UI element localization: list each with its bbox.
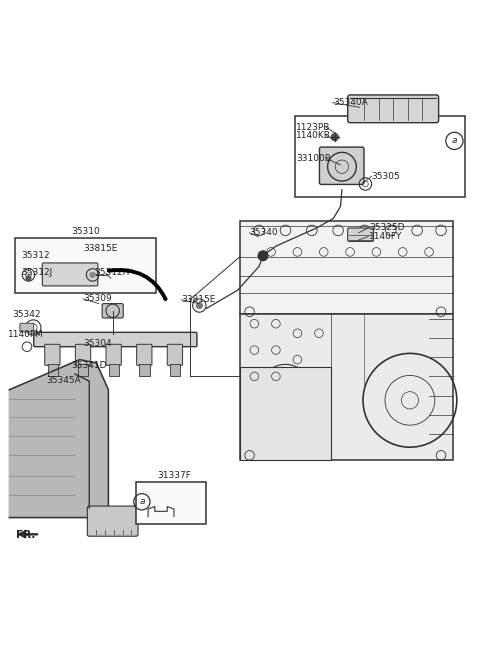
Text: 35345A: 35345A	[46, 376, 81, 385]
Text: 1140FY: 1140FY	[369, 232, 403, 241]
Text: 35305: 35305	[372, 171, 400, 181]
Text: 35309: 35309	[83, 294, 112, 304]
FancyBboxPatch shape	[48, 365, 58, 376]
Circle shape	[196, 302, 203, 309]
Text: 35312J: 35312J	[21, 267, 52, 277]
FancyBboxPatch shape	[106, 344, 121, 365]
Text: 35340: 35340	[250, 228, 278, 237]
Text: 35310: 35310	[72, 227, 100, 237]
FancyBboxPatch shape	[240, 221, 453, 314]
FancyBboxPatch shape	[136, 482, 206, 524]
FancyArrowPatch shape	[109, 270, 166, 299]
Text: 1140FM: 1140FM	[8, 330, 44, 339]
Text: a: a	[139, 497, 144, 507]
FancyBboxPatch shape	[320, 147, 364, 185]
FancyBboxPatch shape	[34, 332, 197, 347]
FancyBboxPatch shape	[167, 344, 182, 365]
Text: 35340A: 35340A	[333, 98, 368, 107]
FancyBboxPatch shape	[75, 344, 91, 365]
FancyBboxPatch shape	[109, 365, 119, 376]
Text: 35312H: 35312H	[94, 267, 130, 277]
FancyBboxPatch shape	[240, 367, 331, 460]
Text: a: a	[452, 137, 457, 145]
Text: 33100B: 33100B	[296, 154, 331, 163]
Text: 35304: 35304	[83, 339, 112, 348]
Circle shape	[25, 275, 31, 281]
Text: 35342: 35342	[12, 309, 41, 319]
FancyBboxPatch shape	[140, 365, 150, 376]
FancyBboxPatch shape	[45, 344, 60, 365]
Text: 35312: 35312	[21, 251, 49, 260]
FancyBboxPatch shape	[240, 314, 453, 460]
FancyBboxPatch shape	[78, 365, 88, 376]
FancyBboxPatch shape	[102, 304, 123, 318]
Text: FR.: FR.	[16, 530, 36, 540]
Text: 33815E: 33815E	[83, 244, 118, 252]
Circle shape	[90, 272, 96, 278]
FancyBboxPatch shape	[348, 228, 373, 241]
Text: 35325D: 35325D	[369, 223, 405, 233]
FancyBboxPatch shape	[170, 365, 180, 376]
FancyBboxPatch shape	[42, 263, 98, 286]
FancyBboxPatch shape	[15, 238, 156, 292]
FancyBboxPatch shape	[20, 323, 34, 332]
Circle shape	[258, 251, 268, 261]
Polygon shape	[9, 359, 108, 518]
FancyBboxPatch shape	[87, 506, 138, 536]
Text: 1140KB: 1140KB	[296, 131, 331, 140]
Circle shape	[331, 133, 338, 141]
FancyBboxPatch shape	[137, 344, 152, 365]
FancyBboxPatch shape	[348, 95, 439, 123]
Text: 35341D: 35341D	[72, 361, 107, 371]
Text: 33815E: 33815E	[181, 295, 216, 304]
Text: 31337F: 31337F	[157, 472, 192, 480]
Text: 1123PB: 1123PB	[296, 123, 330, 132]
